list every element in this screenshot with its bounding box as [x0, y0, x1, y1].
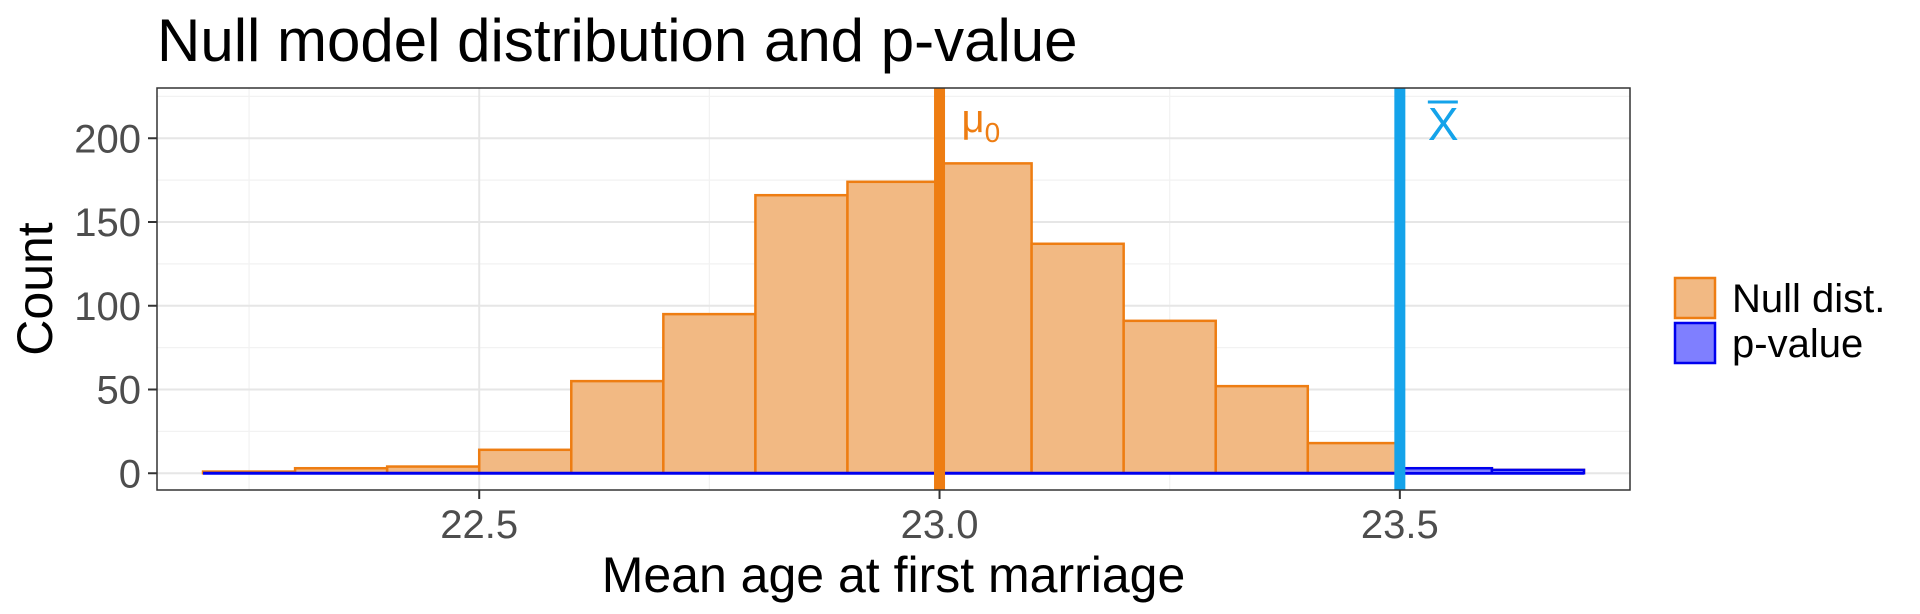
- histogram-bar-11: [1214, 384, 1310, 475]
- pvalue-bar-1: [1490, 468, 1586, 475]
- histogram-bar-12: [1306, 441, 1402, 475]
- chart-title: Null model distribution and p-value: [157, 7, 1078, 74]
- pvalue-bars: [203, 466, 1586, 475]
- legend-swatch-null: [1673, 276, 1717, 320]
- x-tick-label: 23.0: [901, 503, 979, 547]
- histogram-bar-6: [754, 193, 849, 475]
- histogram-bar-5: [662, 312, 757, 475]
- vline-label-1: X: [1428, 98, 1459, 150]
- histogram-bar-4: [570, 379, 665, 475]
- histogram-bar-9: [1030, 242, 1125, 475]
- y-tick-label: 200: [74, 117, 141, 161]
- histogram-bar-10: [1122, 319, 1217, 475]
- legend-item-null: Null dist.: [1673, 276, 1885, 321]
- histogram-bar-8: [938, 162, 1033, 475]
- histogram-bars: [201, 162, 1586, 475]
- x-axis-ticks: 22.5 23.0 23.5: [440, 490, 1439, 547]
- pvalue-bar-0: [1398, 466, 1494, 475]
- vline-label-subscript: 0: [985, 117, 1001, 148]
- y-tick-label: 50: [97, 369, 142, 413]
- legend-label-null: Null dist.: [1732, 277, 1885, 321]
- legend-swatch-pvalue: [1673, 321, 1717, 365]
- y-tick-label: 100: [74, 285, 141, 329]
- vline-label-0: μ0: [962, 97, 1001, 148]
- y-tick-label: 150: [74, 201, 141, 245]
- plot-panel-border: [156, 87, 1631, 491]
- histogram-bar-3: [477, 448, 573, 475]
- legend-item-pvalue: p-value: [1673, 321, 1863, 366]
- x-axis-title: Mean age at first marriage: [602, 547, 1186, 603]
- y-axis-ticks: 0 50 100 150 200: [74, 117, 157, 496]
- legend-label-pvalue: p-value: [1732, 322, 1863, 366]
- histogram-bar-7: [846, 180, 941, 475]
- x-tick-label: 23.5: [1361, 503, 1439, 547]
- reference-lines: μ0 X: [934, 88, 1459, 490]
- x-tick-label: 22.5: [440, 503, 518, 547]
- legend: Null dist. p-value: [1673, 276, 1885, 366]
- y-tick-label: 0: [119, 452, 141, 496]
- y-axis-title: Count: [7, 222, 63, 356]
